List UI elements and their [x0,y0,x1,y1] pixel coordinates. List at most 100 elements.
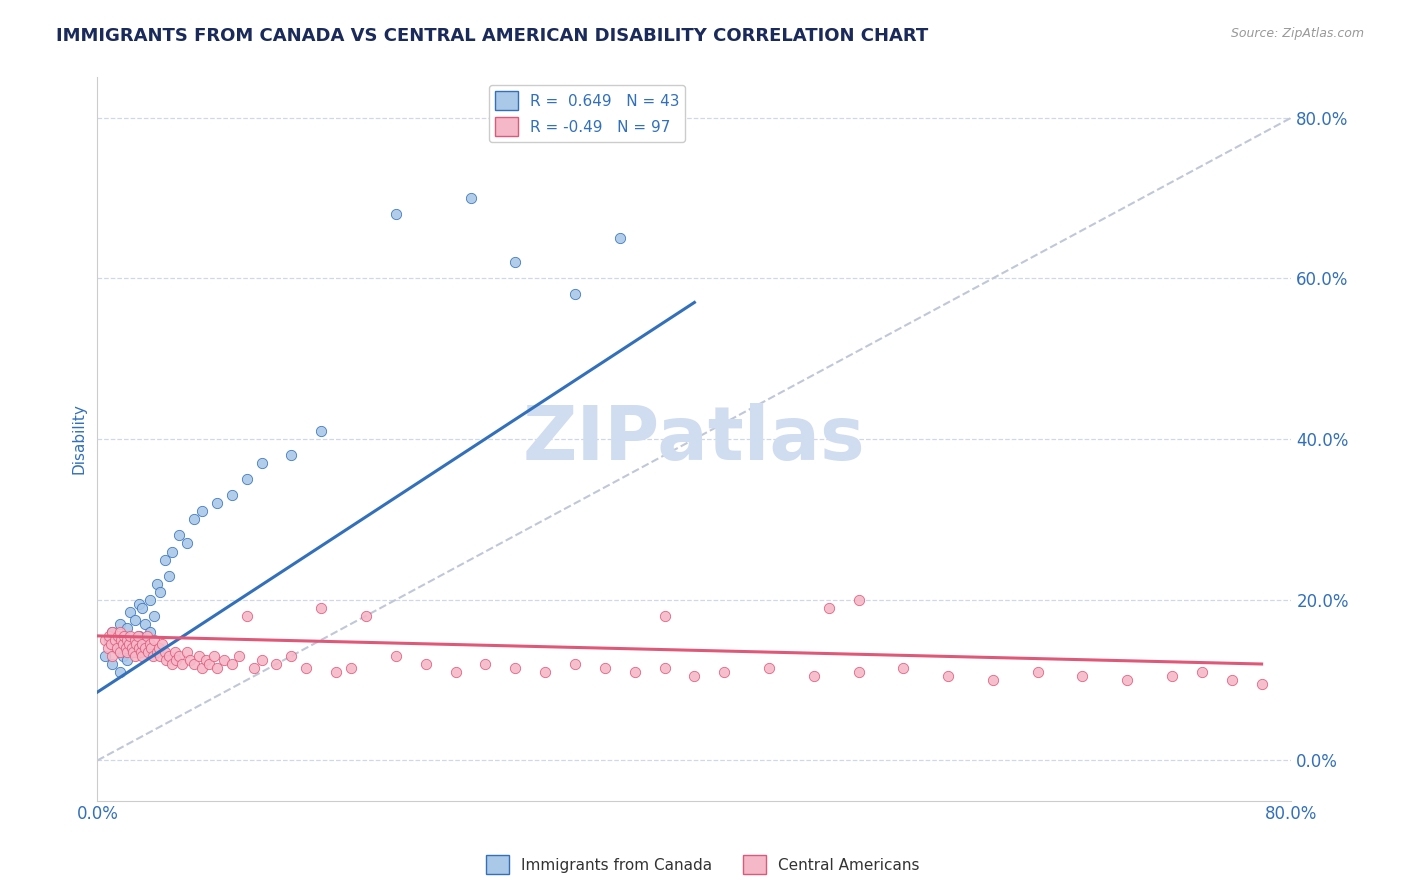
Point [183,657,205,671]
Point [474,657,496,671]
Point [235,608,257,623]
Point [120,605,142,619]
Point [105,640,128,655]
Point [143,608,166,623]
Point [179,653,201,667]
Point [94,632,117,647]
Point [107,629,129,643]
Point [235,472,257,486]
Point [124,613,146,627]
Point [134,616,156,631]
Point [385,207,408,221]
Point [415,657,437,671]
Point [176,645,198,659]
Point [385,648,408,663]
Point [460,191,482,205]
Point [221,657,243,671]
Point [115,653,138,667]
Point [128,597,150,611]
Point [191,504,214,518]
Point [503,255,526,269]
Point [250,653,273,667]
Point [205,496,228,510]
Point [534,665,557,679]
Point [981,673,1004,687]
Point [115,632,138,647]
Point [250,456,273,470]
Point [128,629,150,643]
Point [134,640,156,655]
Point [121,640,143,655]
Point [153,645,176,659]
Point [111,637,134,651]
Point [115,621,138,635]
Point [135,629,157,643]
Point [139,640,162,655]
Point [110,632,132,647]
Point [654,661,676,675]
Point [108,665,131,679]
Point [1116,673,1139,687]
Point [183,512,205,526]
Point [118,637,141,651]
Point [101,648,124,663]
Point [758,661,780,675]
Point [280,648,302,663]
Point [148,640,170,655]
Point [205,661,228,675]
Point [138,624,160,639]
Point [128,640,150,655]
Point [564,657,586,671]
Point [623,665,645,679]
Point [609,231,631,245]
Point [131,637,153,651]
Point [111,648,134,663]
Point [100,637,122,651]
Point [122,645,145,659]
Point [280,448,302,462]
Legend: R =  0.649   N = 43, R = -0.49   N = 97: R = 0.649 N = 43, R = -0.49 N = 97 [488,85,685,142]
Point [98,632,121,647]
Y-axis label: Disability: Disability [72,403,86,475]
Point [146,645,169,659]
Point [817,600,839,615]
Point [131,648,153,663]
Point [125,637,148,651]
Point [187,648,209,663]
Point [160,657,183,671]
Point [124,632,146,647]
Point [503,661,526,675]
Point [803,669,825,683]
Point [683,669,706,683]
Point [169,648,191,663]
Point [104,640,127,655]
Point [166,653,188,667]
Point [893,661,915,675]
Point [149,648,172,663]
Point [325,665,347,679]
Point [266,657,288,671]
Point [309,424,332,438]
Point [108,624,131,639]
Point [149,584,172,599]
Point [848,592,870,607]
Point [309,600,332,615]
Point [94,648,117,663]
Point [124,645,146,659]
Point [120,629,142,643]
Point [169,528,191,542]
Point [146,576,169,591]
Point [354,608,377,623]
Point [157,568,180,582]
Point [163,645,186,659]
Point [104,632,127,647]
Point [120,637,142,651]
Point [212,653,235,667]
Point [1220,673,1243,687]
Point [848,665,870,679]
Point [101,624,124,639]
Point [108,645,131,659]
Point [131,600,153,615]
Point [129,645,152,659]
Point [153,552,176,566]
